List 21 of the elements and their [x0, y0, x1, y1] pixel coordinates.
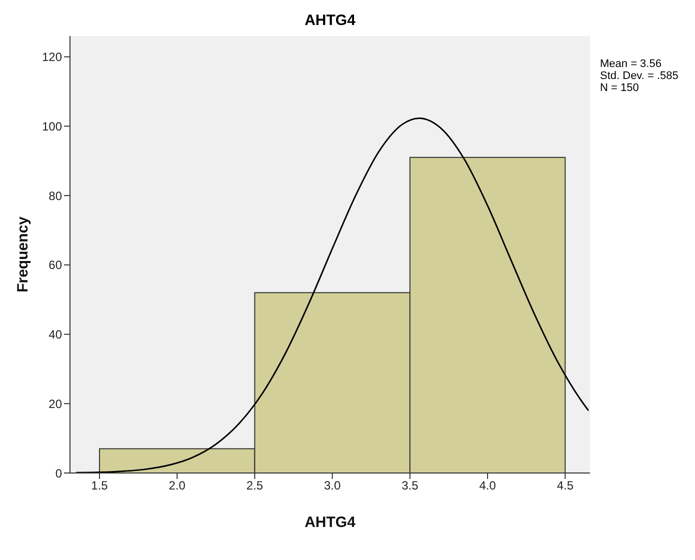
text: N = 150	[600, 82, 640, 94]
y-tick-label: 20	[48, 396, 62, 411]
x-tick-label: 4.5	[556, 478, 574, 493]
chart-title: AHTG4	[304, 12, 356, 29]
x-axis-title: AHTG4	[304, 514, 356, 531]
text: Mean = 3.56	[600, 58, 662, 70]
x-tick-label: 2.5	[246, 478, 264, 493]
x-tick-label: 3.5	[402, 478, 419, 493]
y-tick-label: 120	[42, 50, 62, 64]
x-tick-label: 2.0	[168, 478, 186, 493]
y-tick-label: 60	[48, 258, 62, 272]
x-tick-label: 4.0	[479, 478, 496, 493]
x-tick-label: 3.0	[324, 478, 341, 493]
y-tick-label: 0	[55, 466, 62, 480]
text: Std. Dev. = .585	[600, 70, 678, 82]
x-tick-label: 1.5	[91, 478, 108, 493]
y-tick-label: 40	[48, 328, 62, 342]
y-axis-title: Frequency	[14, 216, 32, 292]
y-tick-label: 100	[42, 119, 62, 134]
y-tick-label: 80	[48, 188, 62, 203]
line-series	[75, 117, 590, 473]
